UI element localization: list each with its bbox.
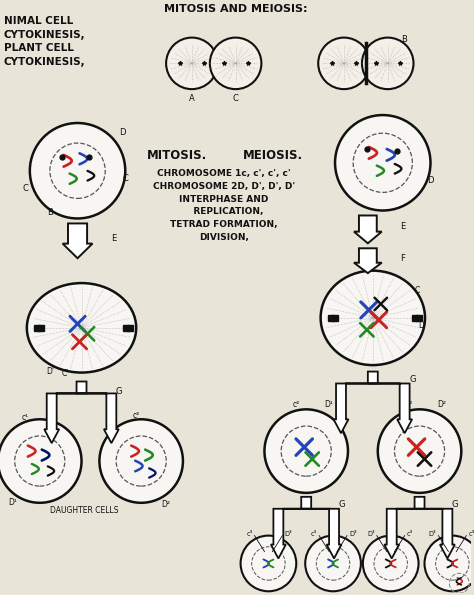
Text: PLANT CELL: PLANT CELL — [4, 43, 74, 54]
Text: DIVISION,: DIVISION, — [199, 233, 249, 242]
Text: F: F — [400, 253, 404, 263]
Text: C: C — [233, 93, 238, 103]
Text: G: G — [410, 375, 416, 384]
Text: c²: c² — [292, 400, 300, 409]
Text: INTERPHASE AND: INTERPHASE AND — [179, 195, 268, 203]
Text: D³: D³ — [349, 531, 356, 537]
Text: D³: D³ — [284, 531, 292, 537]
Ellipse shape — [27, 283, 136, 372]
Polygon shape — [334, 371, 378, 433]
Polygon shape — [44, 381, 86, 443]
Text: MITOSIS AND MEIOSIS:: MITOSIS AND MEIOSIS: — [164, 4, 307, 14]
Circle shape — [30, 123, 125, 218]
Text: D²: D² — [438, 400, 447, 409]
Text: D³: D³ — [367, 531, 375, 537]
Text: C: C — [23, 184, 29, 193]
Text: NIMAL CELL: NIMAL CELL — [4, 15, 73, 26]
Polygon shape — [63, 224, 92, 258]
Text: CYTOKINESIS,: CYTOKINESIS, — [4, 57, 86, 67]
Text: C: C — [122, 174, 128, 183]
Text: D': D' — [419, 321, 427, 330]
Text: REPLICATION,: REPLICATION, — [184, 208, 264, 217]
Polygon shape — [368, 384, 412, 433]
Text: B: B — [401, 35, 407, 44]
Circle shape — [362, 37, 413, 89]
Text: G: G — [451, 500, 458, 509]
Ellipse shape — [320, 271, 425, 365]
Text: C: C — [415, 286, 420, 295]
Circle shape — [241, 536, 296, 591]
Circle shape — [305, 536, 361, 591]
Text: TETRAD FORMATION,: TETRAD FORMATION, — [170, 220, 277, 230]
Circle shape — [210, 37, 261, 89]
Text: D²: D² — [161, 500, 170, 509]
Text: D: D — [428, 176, 434, 185]
Polygon shape — [301, 509, 341, 559]
Text: A: A — [189, 93, 195, 103]
Text: B: B — [47, 208, 53, 217]
Polygon shape — [271, 497, 311, 559]
Text: c³: c³ — [407, 531, 413, 537]
Polygon shape — [77, 393, 119, 443]
Circle shape — [264, 409, 348, 493]
Text: G: G — [115, 387, 122, 396]
Circle shape — [166, 37, 218, 89]
Text: c²: c² — [133, 411, 140, 420]
Circle shape — [363, 536, 419, 591]
Circle shape — [378, 409, 461, 493]
Circle shape — [100, 419, 183, 503]
Text: c³: c³ — [246, 531, 253, 537]
Text: c³: c³ — [311, 531, 317, 537]
Text: DAUGHTER CELLS: DAUGHTER CELLS — [50, 506, 118, 515]
Circle shape — [0, 419, 82, 503]
Text: D¹: D¹ — [324, 400, 333, 409]
Circle shape — [425, 536, 474, 591]
Text: c¹: c¹ — [22, 413, 29, 422]
Text: MITOSIS.: MITOSIS. — [147, 149, 207, 162]
Polygon shape — [354, 248, 382, 273]
Text: c²: c² — [406, 400, 413, 409]
Text: c³: c³ — [468, 531, 474, 537]
Circle shape — [318, 37, 370, 89]
Text: E: E — [111, 234, 117, 243]
Text: CHROMOSOME 1c, c', c', c': CHROMOSOME 1c, c', c', c' — [157, 169, 291, 178]
Text: D³: D³ — [429, 531, 437, 537]
Text: D': D' — [47, 367, 55, 376]
Text: E: E — [400, 222, 405, 231]
Text: D: D — [119, 129, 126, 137]
Text: MEIOSIS.: MEIOSIS. — [243, 149, 303, 162]
Text: C': C' — [62, 369, 69, 378]
Text: G: G — [338, 500, 345, 509]
Circle shape — [335, 115, 430, 211]
Text: D¹: D¹ — [8, 498, 17, 508]
Polygon shape — [354, 215, 382, 243]
Polygon shape — [415, 509, 455, 559]
Polygon shape — [384, 497, 425, 559]
Text: CYTOKINESIS,: CYTOKINESIS, — [4, 30, 86, 39]
Text: CHROMOSOME 2D, D', D', D': CHROMOSOME 2D, D', D', D' — [153, 181, 295, 190]
